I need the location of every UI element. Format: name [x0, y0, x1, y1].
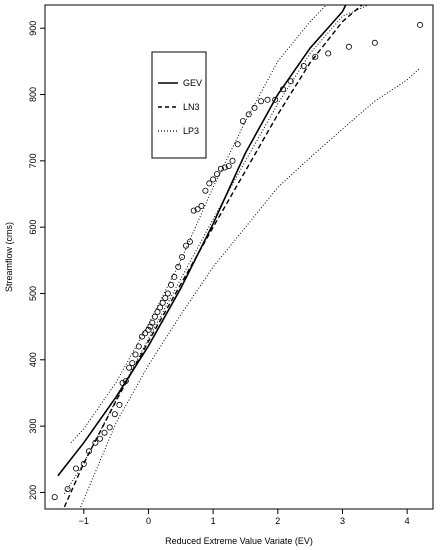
plot-frame — [44, 4, 434, 510]
data-point — [182, 242, 189, 249]
x-axis-title: Reduced Extreme Value Variate (EV) — [165, 536, 313, 546]
data-point — [325, 50, 332, 57]
series-line-lp3-lower-bound — [80, 67, 421, 508]
data-point — [132, 351, 139, 358]
data-point — [154, 308, 161, 315]
data-point — [234, 141, 241, 148]
data-point — [145, 326, 152, 333]
y-tick-label: 900 — [28, 21, 38, 36]
data-point — [92, 439, 99, 446]
data-point — [312, 53, 319, 60]
points-layer — [51, 21, 424, 501]
data-point — [371, 39, 378, 46]
x-tick-label: 4 — [405, 516, 410, 526]
data-point — [151, 313, 158, 320]
x-tick-label: 3 — [340, 516, 345, 526]
data-point — [279, 86, 286, 93]
data-point — [168, 281, 175, 288]
series-line-gev — [57, 5, 347, 477]
data-point — [80, 460, 87, 467]
data-point — [213, 171, 220, 178]
data-point — [198, 202, 205, 209]
y-axis: 200 300 400 500 600 700 800 900 — [28, 21, 45, 500]
data-point — [251, 104, 258, 111]
y-tick-label: 300 — [28, 419, 38, 434]
data-point — [142, 330, 149, 337]
data-point — [345, 43, 352, 50]
data-point — [73, 465, 80, 472]
data-point — [257, 98, 264, 105]
data-point — [225, 163, 232, 170]
y-tick-label: 400 — [28, 352, 38, 367]
data-point — [64, 486, 71, 493]
data-point — [194, 206, 201, 213]
data-point — [202, 187, 209, 194]
x-tick-label: −1 — [79, 516, 89, 526]
data-point — [190, 207, 197, 214]
y-tick-label: 800 — [28, 87, 38, 102]
data-point — [147, 323, 154, 330]
legend-label-ln3: LN3 — [183, 102, 200, 112]
data-point — [264, 96, 271, 103]
data-point — [51, 494, 58, 501]
y-tick-label: 500 — [28, 286, 38, 301]
data-point — [86, 448, 93, 455]
data-point — [135, 343, 142, 350]
data-point — [221, 164, 228, 171]
data-point — [287, 78, 294, 85]
data-point — [186, 238, 193, 245]
data-point — [245, 111, 252, 118]
data-point — [171, 273, 178, 280]
y-tick-label: 200 — [28, 485, 38, 500]
data-point — [179, 253, 186, 260]
data-point — [138, 333, 145, 340]
x-tick-label: 0 — [146, 516, 151, 526]
data-point — [417, 21, 424, 28]
data-point — [210, 176, 217, 183]
data-point — [149, 319, 156, 326]
data-point — [300, 63, 307, 70]
legend-box — [151, 51, 207, 159]
y-tick-label: 700 — [28, 153, 38, 168]
data-point — [175, 263, 182, 270]
data-point — [119, 379, 126, 386]
y-tick-label: 600 — [28, 220, 38, 235]
series-line-ln3 — [63, 5, 363, 508]
series-line-lp3-mid — [63, 5, 369, 494]
series-layer — [57, 5, 421, 508]
y-axis-title: Streamflow (cms) — [4, 222, 14, 292]
data-point — [122, 377, 129, 384]
data-point — [101, 429, 108, 436]
data-point — [157, 304, 164, 311]
data-point — [229, 157, 236, 164]
data-point — [111, 411, 118, 418]
data-point — [126, 364, 133, 371]
x-tick-label: 2 — [275, 516, 280, 526]
data-point — [129, 360, 136, 367]
data-point — [272, 96, 279, 103]
data-point — [217, 165, 224, 172]
data-point — [116, 401, 123, 408]
x-axis: −1 0 1 2 3 4 — [79, 509, 410, 526]
data-point — [239, 118, 246, 125]
data-point — [162, 295, 169, 302]
x-tick-label: 1 — [211, 516, 216, 526]
data-point — [97, 435, 104, 442]
legend: GEV LN3 LP3 — [151, 51, 207, 159]
data-point — [164, 290, 171, 297]
data-point — [206, 180, 213, 187]
data-point — [159, 299, 166, 306]
legend-label-lp3: LP3 — [183, 126, 199, 136]
legend-label-gev: GEV — [183, 78, 202, 88]
data-point — [106, 424, 113, 431]
